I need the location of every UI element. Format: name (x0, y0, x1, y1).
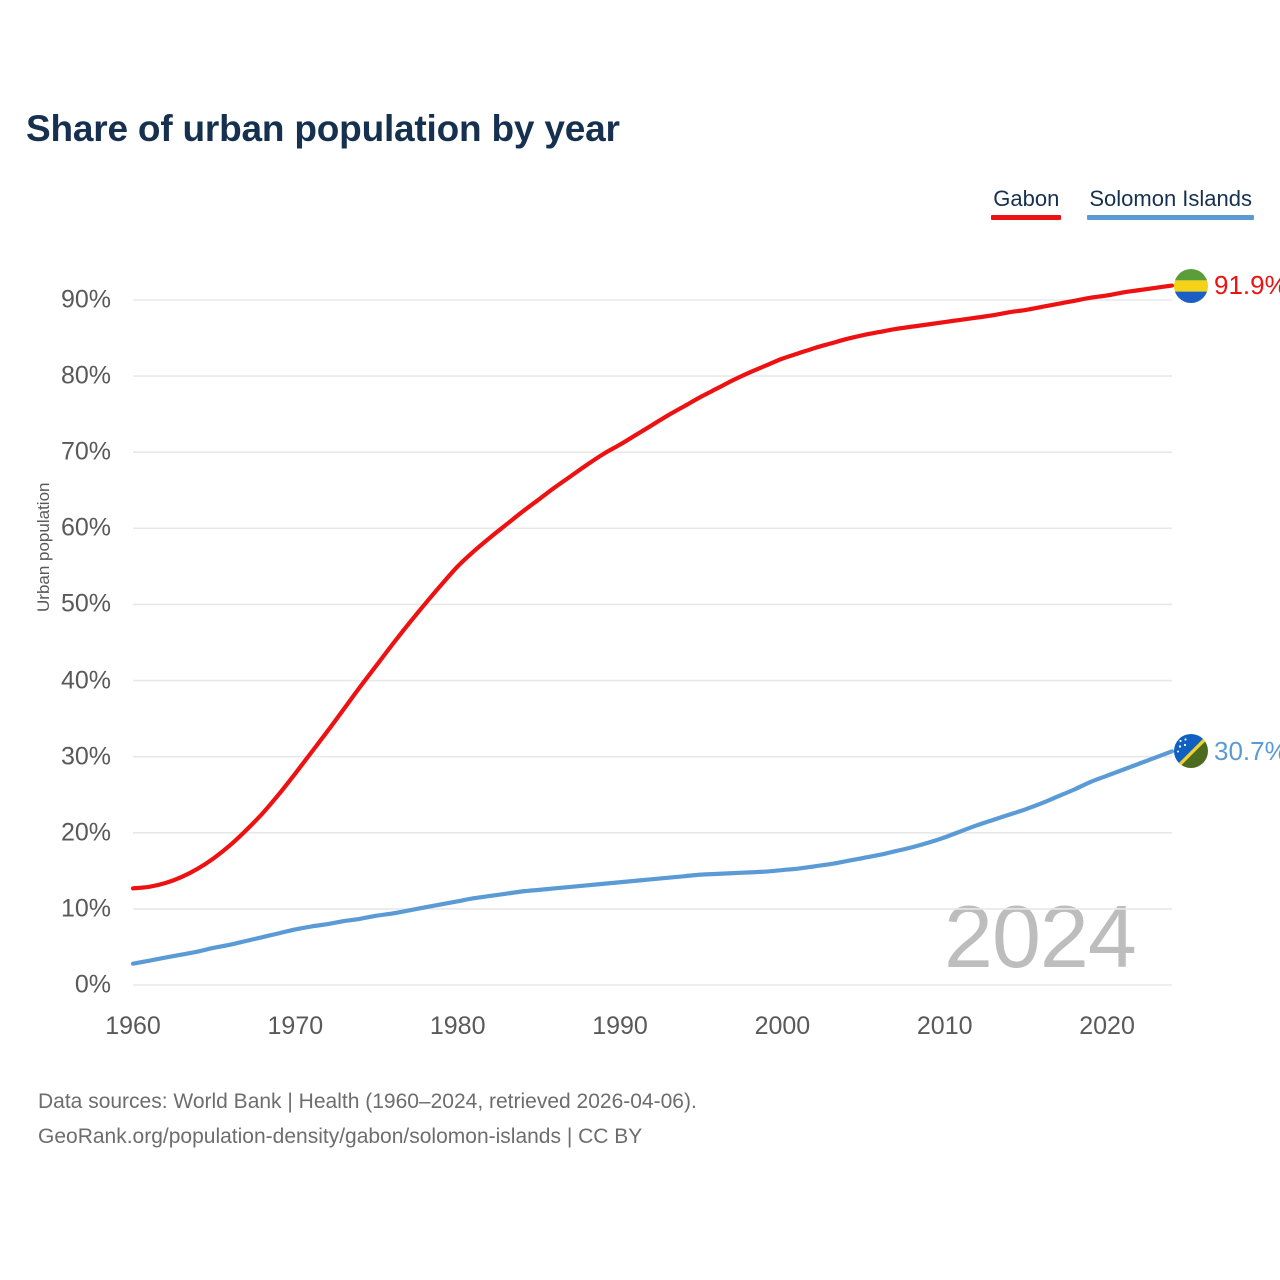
x-tick-label: 1960 (105, 1012, 161, 1040)
x-tick-label: 1980 (429, 1012, 486, 1040)
chart-footer: Data sources: World Bank | Health (1960–… (38, 1085, 697, 1154)
x-tick-label: 2020 (1079, 1012, 1135, 1040)
x-tick-label: 1990 (592, 1012, 648, 1040)
footer-attribution: GeoRank.org/population-density/gabon/sol… (38, 1124, 643, 1148)
footer-data-sources: Data sources: World Bank | Health (1960–… (38, 1090, 697, 1113)
watermark-year: 2024 (944, 887, 1137, 986)
legend-item-solomon-islands[interactable]: Solomon Islands (1087, 186, 1254, 221)
y-tick-label: 90% (60, 285, 111, 314)
legend-item-gabon[interactable]: Gabon (991, 186, 1062, 221)
chart-series-paths (130, 283, 1175, 966)
y-tick-label: 20% (60, 818, 111, 847)
y-tick-label: 60% (60, 513, 111, 542)
y-tick-label: 40% (60, 666, 111, 695)
x-tick-label: 2010 (916, 1012, 973, 1040)
y-tick-label: 10% (60, 894, 111, 923)
y-tick-label: 0% (74, 970, 111, 999)
chart-gridlines (133, 299, 1172, 986)
x-tick-label: 2000 (754, 1012, 811, 1040)
solomon-islands-end-value: 30.7% (1214, 735, 1280, 766)
gabon-end-value: 91.9% (1214, 270, 1280, 301)
page-title: Share of urban population by year (26, 108, 620, 149)
gabon-flag-icon (1174, 268, 1208, 303)
solomon-islands-flag-icon (1174, 734, 1208, 769)
legend-label-solomon-islands: Solomon Islands (1089, 186, 1252, 211)
solomon-islands-endpoint: 30.7% (1174, 734, 1280, 769)
y-tick-label: 30% (60, 742, 111, 771)
chart-legend: Gabon Solomon Islands (991, 186, 1254, 221)
x-tick-label: 1970 (267, 1012, 324, 1040)
legend-label-gabon: Gabon (993, 186, 1060, 211)
y-tick-label: 80% (60, 361, 111, 390)
legend-rule-solomon-islands (1087, 215, 1254, 221)
y-tick-label: 70% (60, 437, 111, 466)
series-line-gabon (130, 283, 1175, 891)
legend-rule-gabon (991, 215, 1062, 221)
gabon-endpoint: 91.9% (1174, 268, 1280, 303)
y-tick-label: 50% (60, 589, 111, 618)
